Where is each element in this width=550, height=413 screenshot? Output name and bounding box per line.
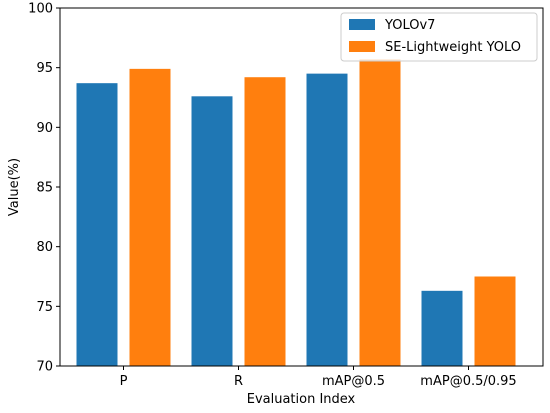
x-tick-label-map-0-5-0-95: mAP@0.5/0.95 [420, 374, 516, 389]
y-tick-label-80: 80 [36, 240, 53, 255]
bar-yolov7-p [76, 83, 118, 367]
y-tick-label-90: 90 [36, 121, 53, 136]
y-tick-label-70: 70 [36, 360, 53, 375]
x-axis-label: Evaluation Index [247, 392, 356, 407]
y-tick-label-75: 75 [36, 300, 53, 315]
bar-yolov7-r [191, 96, 233, 366]
bar-yolov7-map-0-5-0-95 [421, 290, 463, 366]
legend-swatch-se-lightweight-yolo [349, 41, 375, 52]
bars-group [76, 59, 516, 367]
legend: YOLOv7 SE-Lightweight YOLO [340, 12, 538, 62]
y-tick-label-95: 95 [36, 61, 53, 76]
legend-box [340, 12, 538, 62]
bar-se-lightweight-yolo-p [129, 68, 171, 367]
y-tick-label-85: 85 [36, 181, 53, 196]
x-tick-label-p: P [120, 374, 128, 389]
bar-yolov7-map-0-5 [306, 73, 348, 366]
x-tick-label-r: R [234, 374, 243, 389]
legend-label-se-lightweight-yolo: SE-Lightweight YOLO [385, 40, 521, 55]
bar-se-lightweight-yolo-r [244, 77, 286, 367]
bar-se-lightweight-yolo-map-0-5 [359, 59, 401, 367]
y-axis-label: Value(%) [7, 158, 22, 216]
bar-se-lightweight-yolo-map-0-5-0-95 [474, 276, 516, 366]
legend-label-yolov7: YOLOv7 [384, 18, 435, 33]
legend-swatch-yolov7 [349, 19, 375, 30]
y-tick-label-100: 100 [28, 2, 53, 17]
y-axis: 70 75 80 85 90 95 100 [28, 2, 60, 375]
x-tick-label-map-0-5: mAP@0.5 [322, 374, 385, 389]
